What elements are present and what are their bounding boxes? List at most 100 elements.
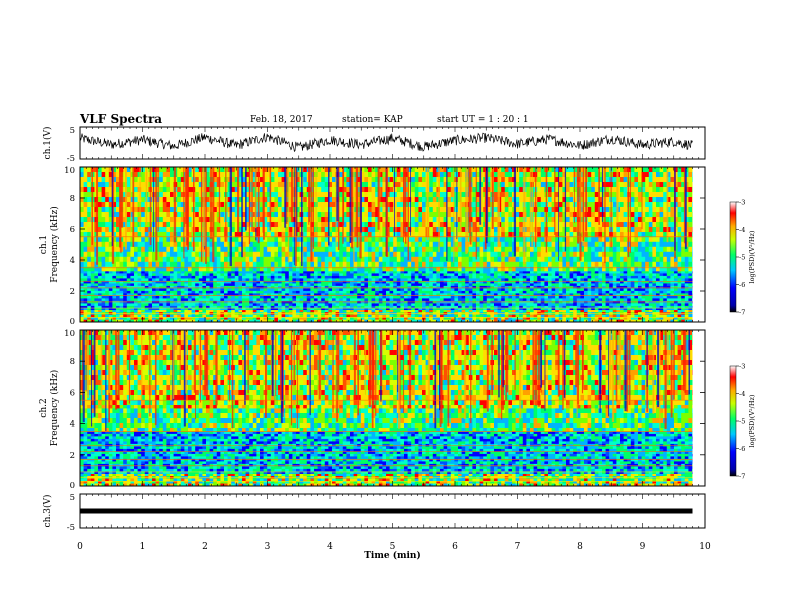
spec1-cell: [674, 300, 678, 304]
spec1-cell: [321, 246, 326, 253]
spec1-cell: [508, 293, 513, 297]
spec1-cell: [645, 319, 650, 322]
spec1-cell: [407, 305, 412, 309]
spec1-cell: [105, 261, 110, 268]
spec1-cell: [681, 285, 686, 289]
spec1-cell: [198, 288, 203, 292]
spec1-cell: [450, 309, 455, 313]
spec1-cell: [324, 246, 329, 253]
spec1-cell: [162, 251, 167, 258]
spec1-cell: [440, 266, 444, 272]
spec1-cell: [468, 300, 473, 304]
spec1-cell: [548, 266, 552, 272]
spec1-cell: [177, 314, 182, 318]
spec1-cell: [684, 246, 689, 253]
spec1-cell: [630, 303, 635, 307]
spec1-cell: [238, 293, 243, 297]
spec1-cell: [684, 319, 689, 322]
spec1-cell: [191, 275, 196, 279]
spec1-cell: [368, 303, 372, 307]
spec1-cell: [220, 303, 225, 307]
spec1-cell: [249, 309, 254, 313]
spec1-cell: [411, 270, 416, 274]
spec1-cell: [548, 308, 552, 311]
spec1-cell: [483, 256, 488, 263]
spec1-cell: [526, 278, 531, 282]
spec1-cell: [281, 288, 286, 292]
spec1-cell: [371, 246, 376, 253]
spec1-cell: [227, 317, 232, 320]
spec1-cell: [90, 314, 95, 318]
spec1-cell: [659, 280, 664, 284]
spec1-cell: [108, 295, 113, 299]
spec1-cell: [227, 309, 232, 313]
spec1-cell: [407, 308, 412, 311]
spec1-cell: [490, 285, 495, 289]
spec1-cell: [634, 308, 639, 311]
spec1-cell: [537, 305, 542, 309]
spec1-cell: [411, 298, 416, 302]
spec1-cell: [638, 300, 642, 304]
spec1-cell: [220, 246, 225, 253]
spec1-cell: [134, 303, 138, 307]
spec1-cell: [263, 303, 268, 307]
spec1-cell: [684, 275, 689, 279]
spec1-cell: [479, 273, 484, 277]
spec1-cell: [177, 280, 182, 284]
spec1-cell: [609, 298, 614, 302]
spec1-cell: [141, 305, 146, 309]
spec1-cell: [591, 288, 596, 292]
spec1-cell: [526, 290, 531, 294]
spec1-cell: [490, 295, 495, 299]
spec1-cell: [620, 236, 624, 243]
spec1-cell: [371, 261, 376, 268]
spec1-cell: [249, 278, 254, 282]
spec1-cell: [346, 300, 351, 304]
spec1-cell: [612, 246, 617, 253]
spec1-cell: [497, 293, 502, 297]
spec1-cell: [224, 241, 228, 248]
spec1-cell: [202, 319, 207, 322]
spec1-cell: [476, 298, 480, 302]
spec1-cell: [90, 266, 95, 272]
spec1-cell: [378, 305, 383, 309]
spec1-cell: [411, 308, 416, 311]
spec1-cell: [602, 298, 606, 302]
spec1-cell: [321, 290, 326, 294]
spec1-cell: [612, 278, 617, 282]
spec1-cell: [234, 288, 239, 292]
spec1-cell: [231, 314, 236, 318]
spec1-cell: [479, 256, 484, 263]
spec1-cell: [375, 241, 380, 248]
spec1-cell: [234, 266, 239, 272]
spec1-cell: [368, 285, 372, 289]
spec1-cell: [540, 251, 545, 258]
spec1-cell: [479, 285, 484, 289]
spec1-cell: [605, 283, 610, 287]
spec1-cell: [281, 308, 286, 311]
spec1-cell: [256, 278, 261, 282]
spec1-cell: [458, 303, 462, 307]
spec1-cell: [580, 290, 585, 294]
spec1-cell: [429, 288, 434, 292]
spec1-cell: [533, 309, 538, 313]
spec1-cell: [566, 317, 570, 320]
spec1-cell: [191, 288, 196, 292]
spec1-cell: [112, 236, 117, 243]
spec1-cell: [407, 241, 412, 248]
spec1-cell: [602, 241, 606, 248]
spec1-cell: [641, 303, 646, 307]
spec1-cell: [591, 283, 596, 287]
spec1-cell: [411, 309, 416, 313]
spec1-cell: [692, 280, 693, 284]
spec1-cell: [396, 295, 401, 299]
spec1-cell: [188, 305, 192, 309]
spec1-cell: [411, 317, 416, 320]
spec1-cell: [90, 270, 95, 274]
spec1-cell: [418, 241, 423, 248]
spec1-cell: [180, 236, 185, 243]
spec1-cell: [548, 309, 552, 313]
spec1-cell: [296, 314, 300, 318]
spec1-cell: [231, 251, 236, 258]
spec1-cell: [368, 290, 372, 294]
